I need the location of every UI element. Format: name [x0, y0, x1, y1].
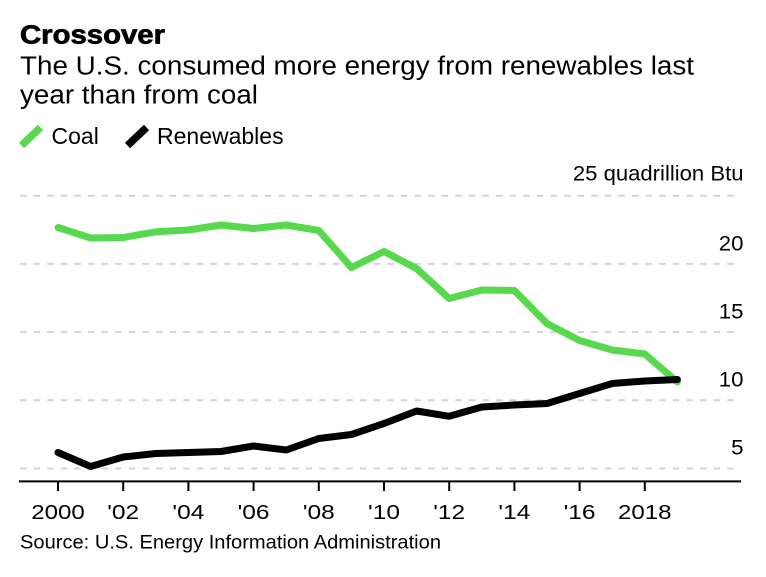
svg-text:2000: 2000: [31, 501, 85, 524]
svg-text:'10: '10: [368, 501, 400, 524]
svg-text:'16: '16: [564, 501, 596, 524]
svg-text:'14: '14: [498, 501, 530, 524]
svg-text:Crossover: Crossover: [20, 21, 165, 49]
svg-text:'04: '04: [172, 501, 204, 524]
svg-text:year than from coal: year than from coal: [20, 82, 258, 110]
svg-text:2018: 2018: [618, 501, 672, 524]
svg-text:25 quadrillion Btu: 25 quadrillion Btu: [573, 162, 744, 186]
svg-text:15: 15: [719, 300, 744, 324]
svg-text:10: 10: [719, 368, 744, 392]
svg-text:Source: U.S. Energy Informatio: Source: U.S. Energy Information Administ…: [20, 532, 441, 554]
svg-text:The U.S. consumed more energy: The U.S. consumed more energy from renew…: [20, 53, 694, 81]
svg-text:20: 20: [719, 232, 744, 256]
svg-text:'02: '02: [107, 501, 139, 524]
svg-text:Renewables: Renewables: [157, 123, 284, 149]
svg-text:Coal: Coal: [52, 123, 99, 149]
svg-text:5: 5: [731, 436, 743, 460]
svg-text:'08: '08: [303, 501, 335, 524]
svg-text:'06: '06: [238, 501, 270, 524]
svg-text:'12: '12: [433, 501, 465, 524]
